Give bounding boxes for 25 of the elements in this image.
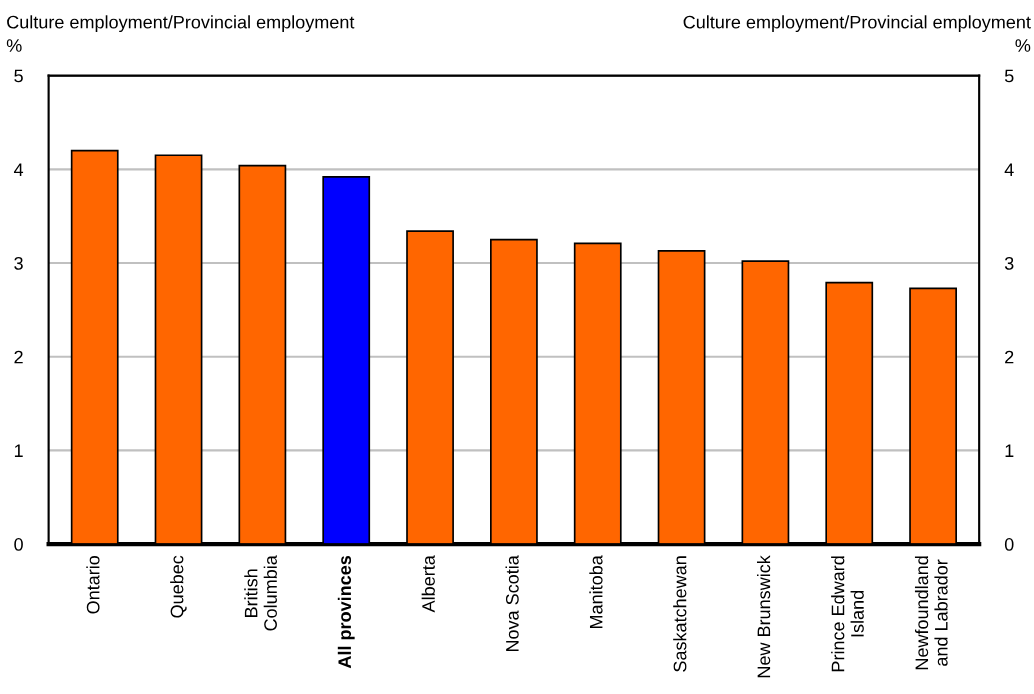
x-tick-label: Ontario — [86, 555, 100, 614]
x-tick-label: British Columbia — [244, 555, 277, 631]
y-tick-label: 5 — [14, 69, 23, 83]
x-tick-label: All provinces — [337, 555, 355, 669]
y2-tick-label: 3 — [1004, 256, 1014, 270]
x-tick-label: Alberta — [421, 555, 435, 613]
x-tick-label: Newfoundland and Labrador — [914, 556, 948, 670]
x-tick-label: New Brunswick — [757, 555, 771, 678]
x-tick-label: Saskatchewan — [673, 556, 687, 672]
y2-tick-label: 5 — [1004, 69, 1014, 83]
x-tick-label: Quebec — [170, 555, 187, 618]
y2-tick-label: 2 — [1005, 350, 1014, 364]
x-tick-label: Prince Edward Island — [831, 556, 864, 672]
y-tick-label: 0 — [14, 538, 23, 551]
x-tick-label: Manitoba — [589, 555, 603, 628]
y-tick-label: 1 — [14, 444, 23, 457]
y-axis-title: Culture employment/Provincial employment % — [6, 15, 355, 52]
y2-tick-label: 1 — [1005, 444, 1014, 457]
y2-tick-label: 0 — [1004, 538, 1014, 551]
y2-axis-title: Culture employment/Provincial employment % — [683, 15, 1031, 52]
y2-tick-label: 4 — [1004, 163, 1014, 176]
x-tick-label: Nova Scotia — [505, 555, 519, 652]
y-tick-label: 3 — [14, 256, 23, 270]
y-tick-label: 2 — [14, 350, 23, 364]
y-tick-label: 4 — [13, 163, 24, 176]
